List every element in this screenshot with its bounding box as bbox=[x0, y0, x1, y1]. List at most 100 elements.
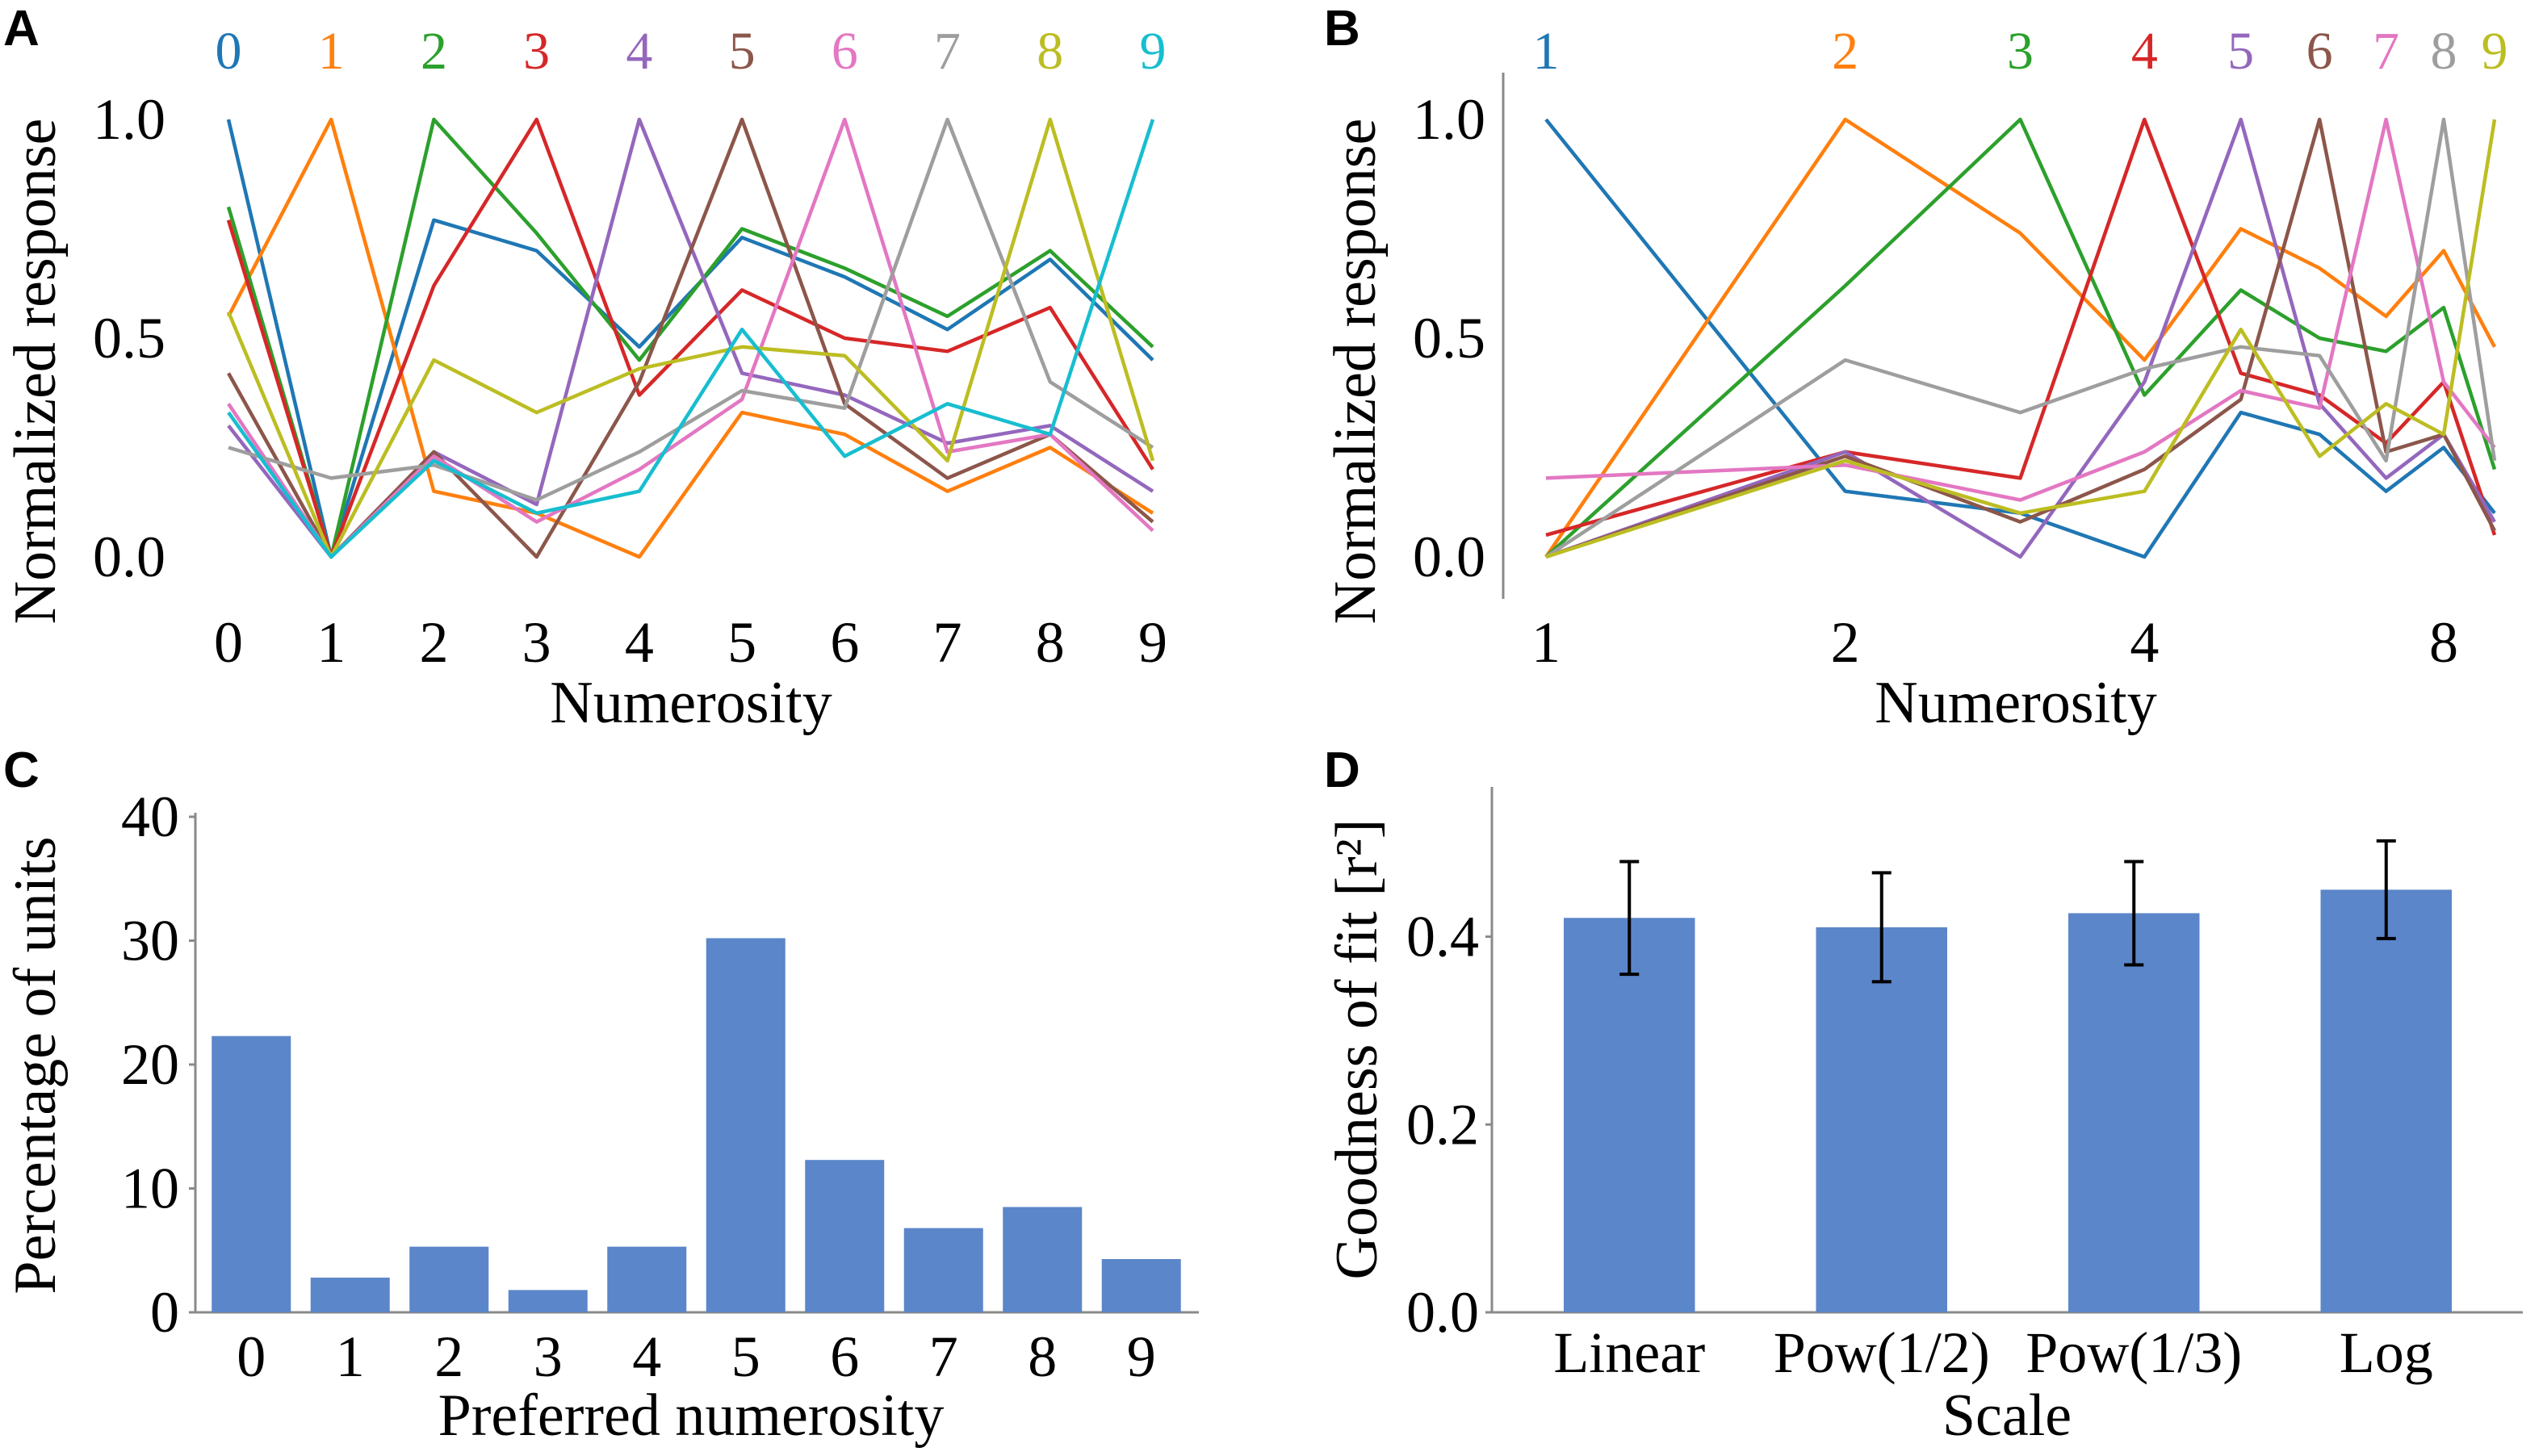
panel-c-x-tick-label: 4 bbox=[632, 1324, 661, 1389]
panel-b-x-tick-label: 4 bbox=[2130, 610, 2159, 675]
panel-a-x-tick-label: 5 bbox=[727, 610, 756, 675]
panel-c-bar-4 bbox=[607, 1246, 687, 1312]
panel-c-y-tick-label: 40 bbox=[121, 784, 179, 849]
panel-c-bar-7 bbox=[903, 1228, 983, 1312]
panel-c-x-tick-label: 8 bbox=[1028, 1324, 1057, 1389]
panel-b-y-tick-label: 0.0 bbox=[1413, 525, 1485, 589]
panel-a-series-1-label: 1 bbox=[318, 22, 345, 81]
panel-c-x-tick-label: 5 bbox=[731, 1324, 760, 1389]
panel-d-error-bar-4 bbox=[2376, 839, 2396, 940]
panel-a-x-tick-label: 6 bbox=[830, 610, 859, 675]
panel-c-x-tick-label: 3 bbox=[534, 1324, 563, 1389]
panel-a-series-7-label: 7 bbox=[934, 22, 961, 81]
panel-b-series-5-line bbox=[1545, 117, 2496, 559]
panel-c-x-tick-label: 0 bbox=[237, 1324, 266, 1389]
panel-a-series-8-label: 8 bbox=[1037, 22, 1063, 81]
panel-a-x-tick-label: 1 bbox=[316, 610, 346, 675]
panel-d-error-bar-1 bbox=[1619, 860, 1640, 977]
panel-a: A 0 1 2 3 4 5 6 7 8 9 0.0 0.5 1.0 0 1 2 3 4 5 6 7 8 9 Normal… bbox=[2, 1, 1167, 736]
panel-a-series-2-line bbox=[226, 117, 1154, 559]
panel-a-x-axis-label: Numerosity bbox=[550, 670, 832, 736]
panel-d-x-axis-label: Scale bbox=[1942, 1383, 2072, 1449]
panel-d-bar-2 bbox=[1816, 927, 1947, 1312]
panel-c-x-tick-label: 1 bbox=[336, 1324, 365, 1389]
panel-a-x-tick-label: 3 bbox=[522, 610, 551, 675]
panel-b-series-9-label: 9 bbox=[2482, 22, 2508, 81]
panel-d-y-tick-label: 0.2 bbox=[1406, 1092, 1479, 1157]
panel-d-bar-4 bbox=[2320, 889, 2452, 1312]
panel-b-x-tick-label: 1 bbox=[1531, 610, 1561, 675]
panel-a-y-tick-label: 1.0 bbox=[93, 87, 165, 152]
panel-c-x-tick-label: 7 bbox=[929, 1324, 958, 1389]
panel-c-x-tick-label: 9 bbox=[1127, 1324, 1156, 1389]
panel-d-bar-3 bbox=[2068, 913, 2200, 1312]
panel-d-error-bar-3 bbox=[2124, 860, 2144, 967]
panel-d-bar-1 bbox=[1564, 918, 1695, 1312]
panel-a-letter: A bbox=[3, 1, 40, 56]
panel-b-series-8-label: 8 bbox=[2431, 22, 2457, 81]
panel-b-series-8-line bbox=[1544, 117, 2497, 559]
panel-c-y-axis-label: Percentage of units bbox=[2, 836, 69, 1294]
panel-b-series-4-line bbox=[1545, 117, 2497, 538]
panel-c-x-tick-label: 6 bbox=[830, 1324, 859, 1389]
panel-b-series-4-label: 4 bbox=[2131, 22, 2158, 81]
panel-a-y-axis-label: Normalized response bbox=[2, 119, 69, 625]
panel-c-y-tick-label: 0 bbox=[150, 1280, 179, 1345]
panel-c-bar-2 bbox=[409, 1246, 489, 1312]
panel-c-bar-3 bbox=[508, 1290, 588, 1312]
panel-d-x-tick-label: Log bbox=[2340, 1320, 2433, 1385]
panel-a-series-1-line bbox=[227, 117, 1154, 559]
panel-a-series-6-label: 6 bbox=[832, 22, 858, 81]
panel-c-x-axis-label: Preferred numerosity bbox=[438, 1383, 945, 1449]
panel-a-x-tick-label: 8 bbox=[1036, 610, 1065, 675]
panel-b-y-tick-label: 1.0 bbox=[1413, 87, 1485, 152]
panel-a-series-9-line bbox=[227, 119, 1155, 559]
panel-a-series-8-line bbox=[226, 117, 1155, 559]
panel-c-bar-8 bbox=[1003, 1207, 1083, 1312]
panel-b-y-tick-label: 0.5 bbox=[1413, 306, 1485, 370]
panel-c-letter: C bbox=[3, 743, 40, 798]
panel-c-y-tick-label: 20 bbox=[121, 1032, 179, 1097]
panel-b-x-axis-label: Numerosity bbox=[1875, 670, 2156, 736]
panel-b-series-7-label: 7 bbox=[2373, 22, 2399, 81]
panel-d-x-tick-label: Pow(1/2) bbox=[1774, 1320, 1990, 1385]
panel-b-series-1-line bbox=[1544, 118, 2496, 559]
panel-a-series-4-label: 4 bbox=[626, 22, 652, 81]
panel-a-series-5-label: 5 bbox=[729, 22, 756, 81]
panel-b-y-axis-label: Normalized response bbox=[1322, 119, 1389, 625]
panel-a-series-9-label: 9 bbox=[1140, 22, 1167, 81]
panel-a-y-tick-label: 0.5 bbox=[93, 306, 165, 370]
panel-d-y-axis-label: Goodness of fit [r²] bbox=[1324, 819, 1390, 1280]
panel-c-bar-5 bbox=[706, 938, 786, 1312]
panel-a-x-tick-label: 2 bbox=[419, 610, 448, 675]
panel-b-series-2-line bbox=[1544, 117, 2496, 559]
panel-c: C 0 10 20 30 40 0 1 2 3 4 5 6 7 8 9 Percentage of uni… bbox=[2, 743, 1199, 1449]
panel-b-series-6-label: 6 bbox=[2306, 22, 2333, 81]
panel-b-series-6-line bbox=[1545, 117, 2496, 559]
panel-b-series-9-line bbox=[1545, 119, 2497, 559]
panel-a-series-7-line bbox=[228, 117, 1154, 502]
panel-c-bar-9 bbox=[1101, 1258, 1181, 1312]
panel-c-bar-0 bbox=[212, 1036, 291, 1312]
panel-c-y-tick-label: 30 bbox=[121, 909, 179, 973]
panel-a-series-0-label: 0 bbox=[216, 22, 242, 81]
panel-a-x-tick-label: 4 bbox=[625, 610, 654, 675]
panel-c-bar-1 bbox=[310, 1278, 390, 1312]
panel-d-y-tick-label: 0.0 bbox=[1406, 1280, 1479, 1345]
panel-b-series-1-label: 1 bbox=[1533, 22, 1560, 81]
panel-c-x-tick-label: 2 bbox=[434, 1324, 463, 1389]
panel-a-x-tick-label: 0 bbox=[214, 610, 243, 675]
panel-a-series-3-line bbox=[226, 117, 1154, 559]
panel-d-x-tick-label: Linear bbox=[1553, 1320, 1705, 1385]
panel-a-series-2-label: 2 bbox=[421, 22, 447, 81]
panel-d-letter: D bbox=[1324, 743, 1360, 798]
panel-a-x-tick-label: 7 bbox=[933, 610, 962, 675]
panel-b-series-2-label: 2 bbox=[1832, 22, 1858, 81]
panel-b-letter: B bbox=[1324, 1, 1360, 56]
panel-c-bar-6 bbox=[805, 1160, 885, 1312]
panel-d-x-tick-label: Pow(1/3) bbox=[2026, 1320, 2242, 1385]
panel-d: D 0.0 0.2 0.4 Linear Pow(1/2) Pow(1/3) Log Go… bbox=[1324, 743, 2523, 1449]
panel-b-x-tick-label: 2 bbox=[1831, 610, 1860, 675]
